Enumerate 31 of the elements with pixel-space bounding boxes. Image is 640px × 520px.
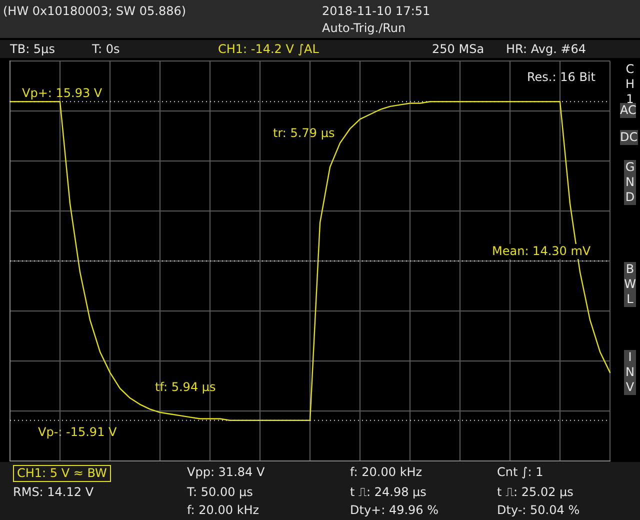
text: TB: 5µs: [10, 42, 55, 57]
text: f: 20.00 kHz: [187, 503, 260, 518]
text: Res.: 16 Bit: [527, 70, 596, 85]
text: RMS: 14.12 V: [13, 485, 94, 500]
text: BWL: [624, 262, 636, 307]
text: 250 MSa: [432, 42, 484, 57]
text: Dty+: 49.96 %: [350, 503, 439, 518]
annotation: tr: 5.79 µs: [273, 126, 335, 141]
text: t ⎍: 25.02 µs: [497, 485, 574, 500]
annotation: tf: 5.94 µs: [155, 380, 216, 395]
annotation: Mean: 14.30 mV: [490, 244, 593, 259]
text: Dty-: 50.04 %: [497, 503, 580, 518]
text: 2018-11-10 17:51: [322, 4, 430, 19]
text: CH1: 5 V ≈ BW: [13, 465, 111, 482]
text: INV: [624, 350, 636, 395]
text: DC: [620, 130, 638, 145]
text: CH1: [625, 62, 635, 106]
text: Cnt ∫: 1: [497, 465, 544, 480]
text: Vpp: 31.84 V: [187, 465, 265, 480]
text: T: 50.00 µs: [187, 485, 253, 500]
text: Auto-Trig./Run: [322, 21, 406, 36]
text: f: 20.00 kHz: [350, 465, 422, 480]
text: GND: [624, 160, 636, 205]
text: T: 0s: [92, 42, 120, 57]
text: CH1: -14.2 V ∫AL: [218, 42, 319, 57]
text: Vp+: 15.93 V: [22, 86, 102, 101]
text: HR: Avg. #64: [506, 42, 586, 57]
text: AC: [620, 103, 636, 118]
text: Vp-: -15.91 V: [38, 425, 117, 440]
chart-title: (HW 0x10180003; SW 05.886): [3, 4, 186, 19]
text: t ⎍: 24.98 µs: [350, 485, 426, 500]
